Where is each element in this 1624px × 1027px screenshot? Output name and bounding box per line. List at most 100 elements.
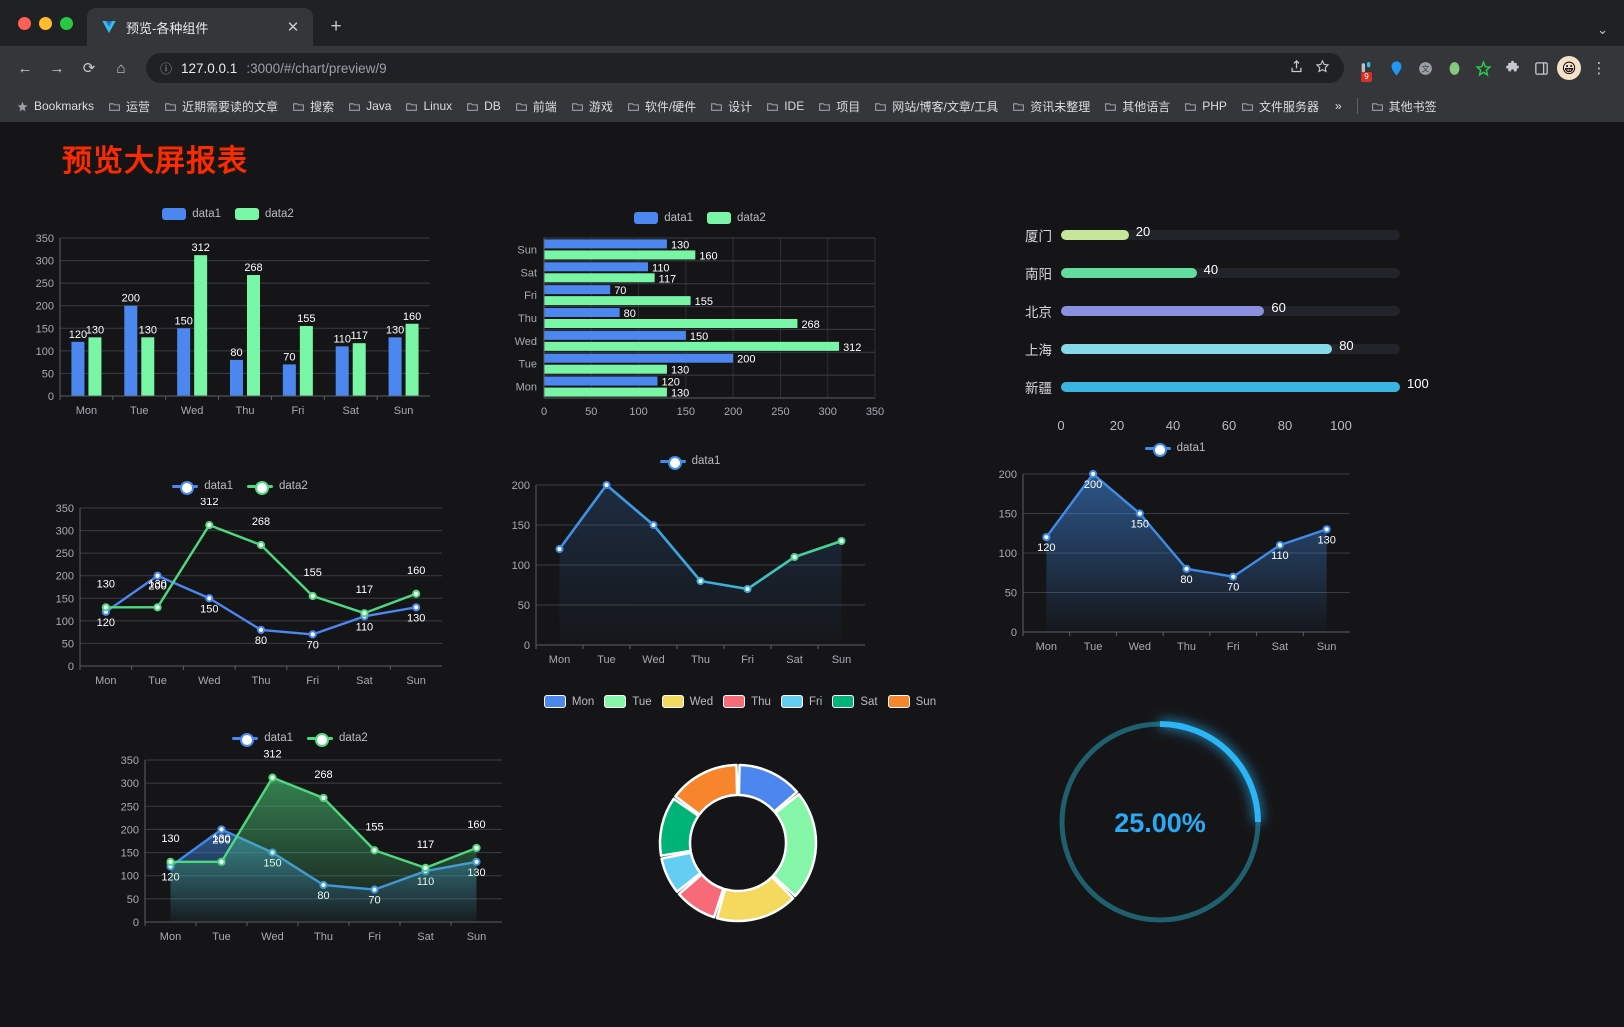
legend-item-data2[interactable]: data2 <box>247 480 308 495</box>
bookmark-item[interactable]: 近期需要读的文章 <box>157 95 285 118</box>
address-bar[interactable]: ⓘ 127.0.0.1:3000/#/chart/preview/9 <box>146 53 1344 83</box>
bookmark-item[interactable]: 游戏 <box>564 95 620 118</box>
close-window-button[interactable] <box>18 16 31 30</box>
bookmarks-overflow[interactable]: » <box>1334 99 1342 113</box>
back-button[interactable]: ← <box>17 59 33 77</box>
donut-chart-panel: Mon Tue Wed Thu Fri Sat Sun <box>530 695 950 995</box>
bookmark-label: 搜索 <box>310 99 335 114</box>
legend-item-data2[interactable]: data2 <box>707 212 766 224</box>
maximize-window-button[interactable] <box>60 16 73 30</box>
svg-text:150: 150 <box>512 520 530 532</box>
bookmarks-root[interactable]: Bookmarks <box>9 96 101 116</box>
bookmark-label: 网站/博客/文章/工具 <box>892 99 999 114</box>
svg-text:150: 150 <box>200 603 218 615</box>
bookmark-item[interactable]: 设计 <box>703 95 759 118</box>
progress-track: 20 <box>1061 224 1400 240</box>
green-circle-icon[interactable] <box>1441 55 1467 81</box>
progress-fill <box>1061 268 1197 278</box>
reload-button[interactable]: ⟳ <box>82 60 96 77</box>
bookmark-item[interactable]: IDE <box>759 96 811 116</box>
svg-text:150: 150 <box>36 323 54 335</box>
pin-icon[interactable] <box>1383 55 1409 81</box>
legend-item-sat[interactable]: Sat <box>832 695 878 708</box>
legend-label: Fri <box>808 695 823 708</box>
url-path: :3000/#/chart/preview/9 <box>246 60 387 76</box>
legend-item-wed[interactable]: Wed <box>661 695 713 708</box>
svg-text:200: 200 <box>737 354 755 366</box>
bookmark-item[interactable]: 软件/硬件 <box>620 95 703 118</box>
legend-item-thu[interactable]: Thu <box>723 695 771 708</box>
svg-text:Wed: Wed <box>261 931 283 943</box>
browser-tab[interactable]: 预览-各种组件 ✕ <box>87 8 313 46</box>
legend-item-data1[interactable]: data1 <box>162 208 221 220</box>
legend-item-sun[interactable]: Sun <box>887 695 936 708</box>
puzzle-icon[interactable] <box>1499 55 1525 81</box>
svg-text:200: 200 <box>121 824 139 836</box>
legend-swatch <box>247 481 273 495</box>
svg-text:130: 130 <box>1317 534 1335 546</box>
legend-item-data1[interactable]: data1 <box>634 212 693 224</box>
extension-badge-icon[interactable]: 9 <box>1354 55 1380 82</box>
bookmark-item[interactable]: 网站/博客/文章/工具 <box>867 95 1005 118</box>
other-bookmarks-folder[interactable]: 其他书签 <box>1364 95 1444 118</box>
svg-text:100: 100 <box>999 548 1017 560</box>
browser-menu-button[interactable]: ⋮ <box>1591 60 1607 77</box>
svg-text:0: 0 <box>541 406 547 418</box>
svg-text:Sat: Sat <box>417 931 434 943</box>
legend-item-data2[interactable]: data2 <box>235 208 294 220</box>
svg-text:80: 80 <box>1278 418 1292 433</box>
chevron-down-icon[interactable]: ⌄ <box>1597 22 1608 37</box>
legend-swatch <box>307 733 333 747</box>
svg-text:Wed: Wed <box>181 405 203 417</box>
svg-text:350: 350 <box>36 233 54 245</box>
progress-bar-chart-panel: 厦门 20 南阳 40 北京 60 上海 80 新疆 100 0 20 40 60 80 100 <box>1000 216 1429 476</box>
legend-item-data1[interactable]: data1 <box>232 732 293 747</box>
legend-item-tue[interactable]: Tue <box>604 695 652 708</box>
legend-item-data1[interactable]: data1 <box>172 480 233 495</box>
svg-text:Sun: Sun <box>394 405 414 417</box>
home-button[interactable]: ⌂ <box>116 59 126 77</box>
svg-text:312: 312 <box>843 342 861 354</box>
svg-text:150: 150 <box>174 315 192 327</box>
minimize-window-button[interactable] <box>39 16 52 30</box>
bookmark-item[interactable]: PHP <box>1177 96 1234 116</box>
new-tab-button[interactable]: + <box>330 16 342 37</box>
bookmark-item[interactable]: Linux <box>398 96 459 116</box>
bookmark-item[interactable]: 其他语言 <box>1097 95 1177 118</box>
svg-text:100: 100 <box>1330 418 1352 433</box>
legend-item-data1[interactable]: data1 <box>659 455 720 470</box>
bookmark-item[interactable]: 项目 <box>811 95 867 118</box>
legend-item-data2[interactable]: data2 <box>307 732 368 747</box>
folder-icon <box>164 100 177 113</box>
svg-text:150: 150 <box>677 406 695 418</box>
bookmark-item[interactable]: 运营 <box>101 95 157 118</box>
svg-text:117: 117 <box>417 839 435 851</box>
bookmark-star-icon[interactable] <box>1315 59 1330 77</box>
svg-text:117: 117 <box>356 584 374 596</box>
star-green-icon[interactable] <box>1470 55 1496 81</box>
folder-icon <box>571 100 584 113</box>
sidepanel-icon[interactable] <box>1528 55 1554 81</box>
bookmark-item[interactable]: Java <box>341 96 398 116</box>
forward-button[interactable]: → <box>49 59 65 77</box>
bookmark-item[interactable]: DB <box>459 96 508 116</box>
translate-icon[interactable]: 文 <box>1412 55 1438 81</box>
progress-value: 20 <box>1135 224 1151 239</box>
legend-item-fri[interactable]: Fri <box>780 695 823 708</box>
bookmark-item[interactable]: 前端 <box>508 95 564 118</box>
share-icon[interactable] <box>1289 59 1304 77</box>
avatar[interactable]: 😀 <box>1557 56 1581 80</box>
bookmark-item[interactable]: 文件服务器 <box>1234 95 1326 118</box>
bookmark-item[interactable]: 资讯未整理 <box>1005 95 1097 118</box>
svg-text:60: 60 <box>1222 418 1236 433</box>
bookmark-item[interactable]: 搜索 <box>285 95 341 118</box>
site-info-icon[interactable]: ⓘ <box>160 61 173 76</box>
svg-text:100: 100 <box>56 616 74 628</box>
folder-icon <box>1104 100 1117 113</box>
dashboard-page: 预览大屏报表 data1 data2 0 50 100 150 200 250 300 350… <box>0 122 1624 1027</box>
close-tab-icon[interactable]: ✕ <box>286 18 300 36</box>
progress-track: 80 <box>1061 338 1400 354</box>
legend-item-mon[interactable]: Mon <box>543 695 594 708</box>
legend-item-data1[interactable]: data1 <box>1144 442 1205 457</box>
svg-text:Mon: Mon <box>76 405 97 417</box>
